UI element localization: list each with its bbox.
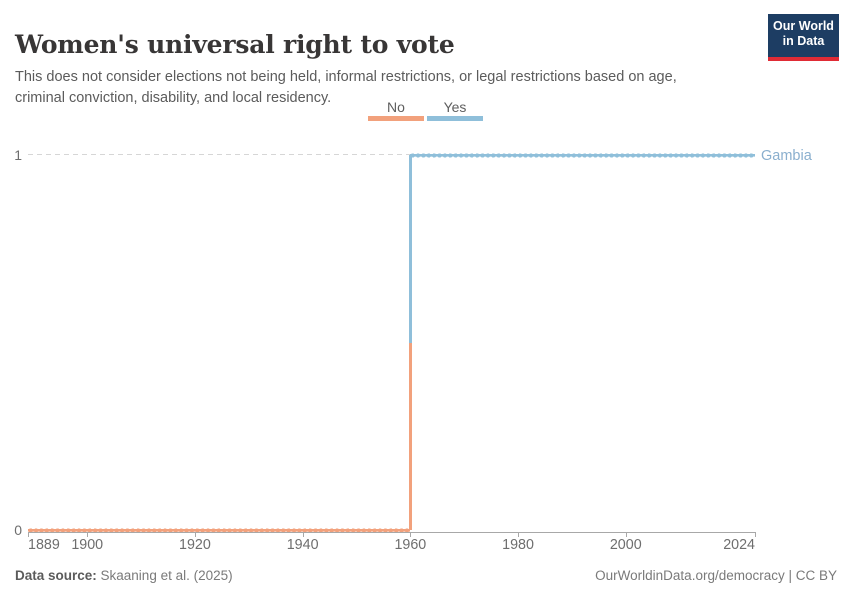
x-tick [87, 532, 89, 537]
x-tick-label: 1900 [71, 537, 104, 553]
x-tick [302, 532, 304, 537]
legend-label-yes: Yes [443, 99, 467, 115]
x-tick [755, 532, 756, 537]
datasource: Data source: Skaaning et al. (2025) [15, 568, 233, 583]
owid-logo-line1: Our World [773, 19, 834, 33]
x-tick-label: 2024 [723, 537, 755, 553]
x-tick-label: 1920 [179, 537, 211, 553]
page-title: Women's universal right to vote [15, 29, 455, 59]
series-segment-yes [410, 151, 755, 159]
step-connector-top [408, 155, 412, 343]
x-tick-label: 2000 [609, 537, 642, 553]
x-tick [518, 532, 520, 537]
legend-item-no: No [368, 99, 424, 121]
datasource-value: Skaaning et al. (2025) [96, 568, 233, 583]
footer: Data source: Skaaning et al. (2025) OurW… [15, 568, 837, 583]
chart-subtitle: This does not consider elections not bei… [15, 68, 677, 106]
legend-item-yes: Yes [427, 99, 483, 121]
footer-link[interactable]: OurWorldinData.org/democracy | CC BY [595, 568, 837, 583]
owid-logo[interactable]: Our World in Data [768, 14, 839, 61]
gridline-y1 [28, 154, 755, 155]
step-connector-bottom [408, 342, 412, 530]
entity-label-gambia[interactable]: Gambia [761, 148, 812, 164]
x-axis-line [28, 532, 755, 533]
x-tick [28, 532, 29, 537]
legend-swatch-yes [427, 116, 483, 121]
y-axis-label-1: 1 [14, 147, 22, 163]
x-tick [410, 532, 412, 537]
legend-swatch-no [368, 116, 424, 121]
x-tick-label: 1889 [28, 537, 60, 553]
x-tick-label: 1980 [502, 537, 534, 553]
x-tick [625, 532, 627, 537]
owid-logo-line2: in Data [782, 34, 825, 48]
legend-label-no: No [387, 99, 405, 115]
datasource-label: Data source: [15, 568, 97, 583]
series-segment-no [28, 526, 411, 534]
x-tick-label: 1960 [394, 537, 427, 553]
x-tick-label: 1940 [286, 537, 319, 553]
x-tick [194, 532, 196, 537]
y-axis-label-0: 0 [14, 522, 22, 538]
